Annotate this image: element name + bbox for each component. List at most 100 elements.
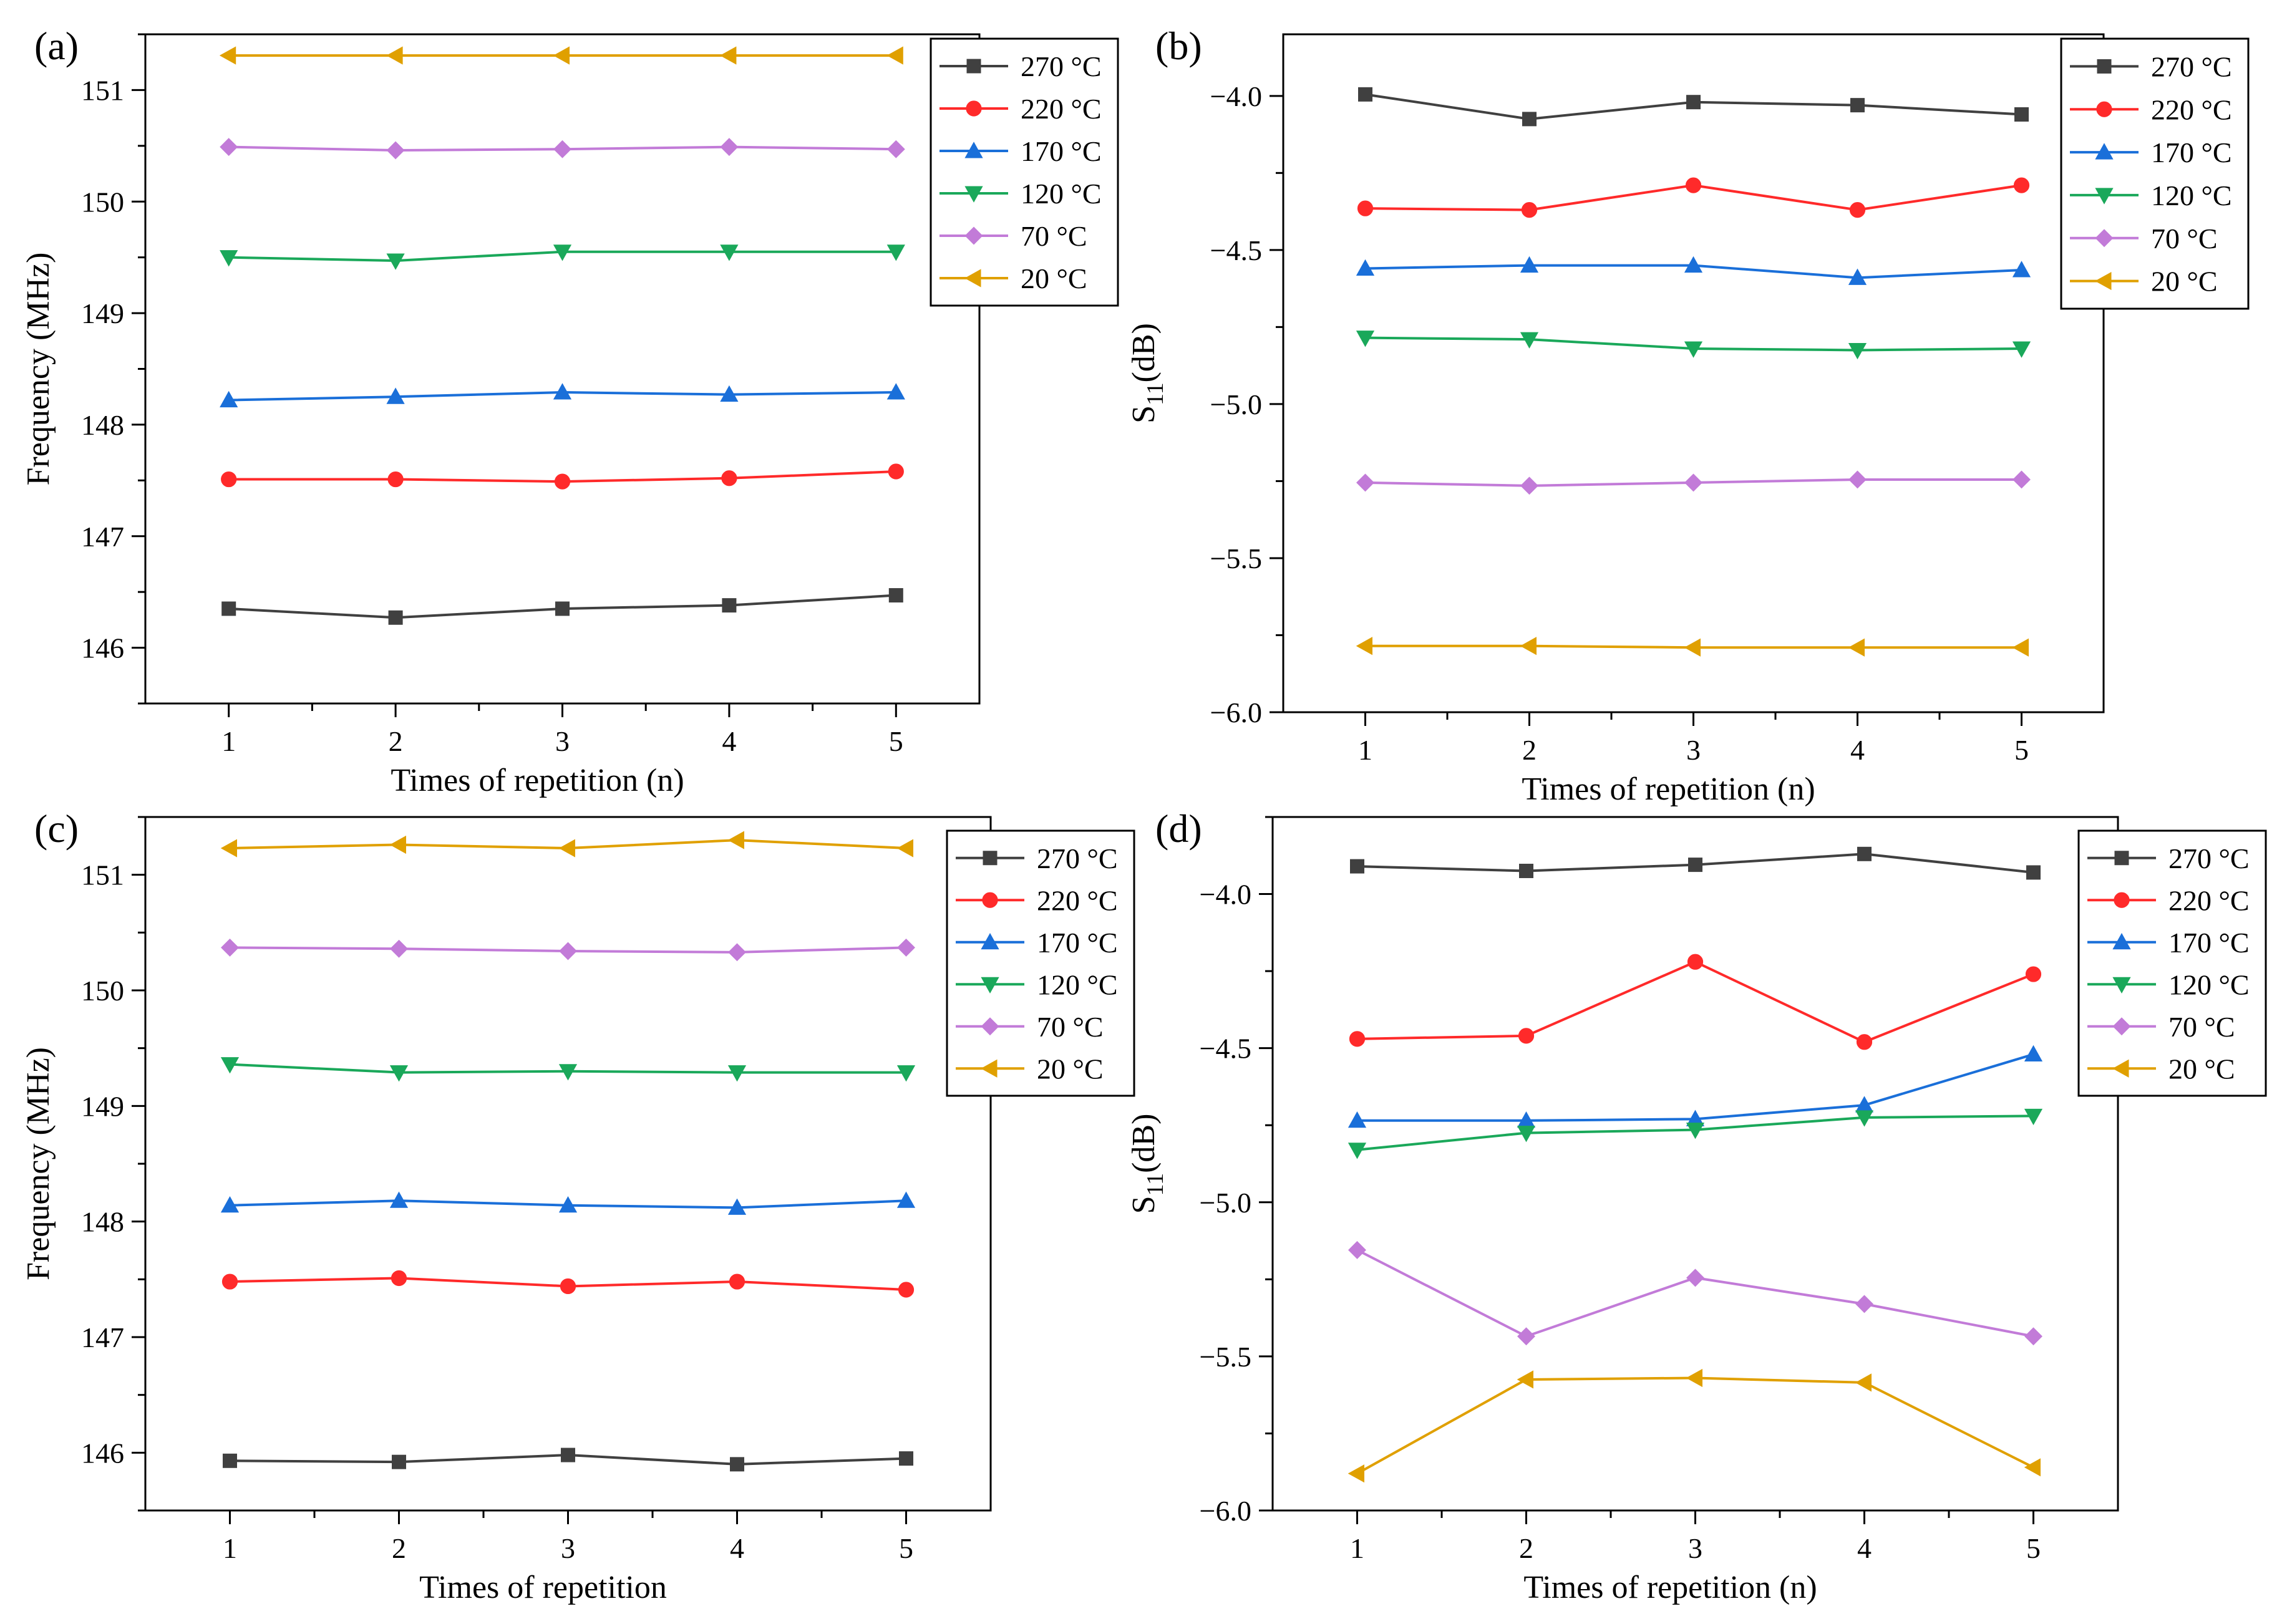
data-point (1520, 332, 1539, 349)
data-point (896, 1065, 916, 1082)
data-point (720, 138, 739, 157)
y-axis-title-subscript: 11 (1142, 1173, 1168, 1196)
y-tick-label: −4.0 (1210, 80, 1262, 112)
x-tick-label: 4 (1850, 734, 1865, 766)
x-tick-label: 5 (2014, 734, 2029, 766)
data-point (221, 1274, 238, 1290)
legend-marker (2095, 271, 2112, 291)
legend-label: 270 °C (1021, 51, 1102, 82)
legend-label: 120 °C (1021, 178, 1102, 210)
data-point (559, 942, 577, 960)
series-4 (1356, 331, 2031, 360)
data-point (2013, 177, 2030, 193)
data-point (1357, 200, 1374, 216)
y-tick-label: 146 (81, 632, 124, 664)
data-point (220, 250, 238, 267)
series-6 (1356, 637, 2029, 657)
legend-label: 170 °C (2151, 137, 2232, 168)
data-point (386, 253, 405, 270)
data-point (560, 1278, 576, 1295)
y-tick-label: 151 (81, 74, 124, 106)
chart-panel-4: (d) 1 2 3 4 5 −6.0 −5.5 −5.0 −4.5 −4.0 Times of rep… (1126, 806, 2267, 1605)
y-axis-title: Frequency (MHz) (21, 1047, 56, 1280)
data-point (898, 1282, 915, 1298)
series-line (1356, 1376, 2034, 1475)
x-axis-title: Times of repetition (n) (1522, 771, 1815, 807)
panel-label: (a) (34, 24, 79, 68)
legend-box (930, 37, 1119, 307)
legend-label: 220 °C (1021, 93, 1102, 125)
data-point (223, 1453, 237, 1468)
y-tick-label: 149 (81, 297, 124, 329)
data-point (1684, 638, 1701, 657)
data-point (1850, 98, 1865, 113)
legend-box (2077, 829, 2267, 1097)
y-tick-label: −5.0 (1200, 1187, 1251, 1219)
plot-frame (144, 816, 992, 1512)
y-axis-title-main: S (1126, 405, 1162, 423)
legend: 270 °C 220 °C 170 °C 120 °C 70 °C 20 °C (2060, 37, 2250, 310)
y-tick-label: 149 (81, 1090, 124, 1122)
plot-frame (1271, 816, 2119, 1512)
legend-marker (964, 226, 983, 245)
data-point (896, 1191, 916, 1208)
legend-marker (2096, 101, 2112, 117)
x-tick-label: 2 (1519, 1532, 1533, 1564)
x-tick-label: 4 (1857, 1532, 1872, 1564)
data-point (219, 46, 236, 65)
x-axis-title: Times of repetition (n) (391, 763, 684, 798)
y-tick-label: −4.5 (1200, 1033, 1251, 1065)
series-1 (1350, 846, 2041, 880)
panel-label: (d) (1155, 806, 1202, 851)
data-point (730, 1457, 744, 1472)
data-point (1347, 1143, 1367, 1159)
legend-label: 120 °C (2168, 969, 2250, 1000)
x-tick-label: 5 (899, 1532, 913, 1564)
y-tick-label: 146 (81, 1437, 124, 1469)
y-tick-label: 150 (81, 186, 124, 218)
series-5 (1356, 470, 2031, 495)
legend-marker (981, 1017, 999, 1036)
data-point (2014, 107, 2029, 122)
legend-box (946, 829, 1135, 1097)
data-point (2012, 261, 2031, 278)
data-point (1687, 954, 1704, 970)
data-point (1688, 858, 1702, 872)
data-point (2026, 865, 2041, 880)
chart-panel-1: (a) 1 2 3 4 5 146 147 148 149 150 151 Times of repet… (21, 24, 1119, 798)
data-point (729, 1274, 745, 1290)
y-tick-label: −5.0 (1210, 389, 1262, 420)
data-point (389, 1191, 409, 1208)
legend-marker (964, 269, 981, 288)
data-point (720, 46, 737, 65)
y-tick-label: −4.0 (1200, 879, 1251, 911)
data-point (558, 839, 575, 858)
data-point (1684, 341, 1703, 358)
data-point (221, 601, 236, 616)
legend-marker (981, 932, 999, 950)
data-point (553, 383, 572, 400)
data-point (1517, 1370, 1533, 1389)
legend-marker (2114, 851, 2129, 866)
data-point (2012, 341, 2031, 358)
data-point (2024, 1327, 2042, 1346)
data-point (1686, 1269, 1704, 1287)
legend-label: 170 °C (1037, 927, 1118, 959)
legend-marker (2112, 932, 2131, 950)
legend-marker (966, 100, 982, 117)
data-point (897, 938, 915, 957)
data-point (888, 588, 903, 603)
x-tick-label: 3 (561, 1532, 575, 1564)
data-point (2013, 470, 2031, 489)
legend-label: 20 °C (1037, 1053, 1104, 1085)
legend-label: 170 °C (1021, 135, 1102, 167)
data-point (1857, 846, 1872, 861)
data-point (1855, 1295, 1873, 1313)
data-point (2025, 966, 2042, 982)
data-point (220, 1057, 240, 1074)
y-tick-label: 150 (81, 975, 124, 1007)
data-point (720, 385, 739, 402)
data-point (387, 471, 404, 488)
legend-marker (966, 59, 981, 74)
data-point (555, 601, 570, 616)
